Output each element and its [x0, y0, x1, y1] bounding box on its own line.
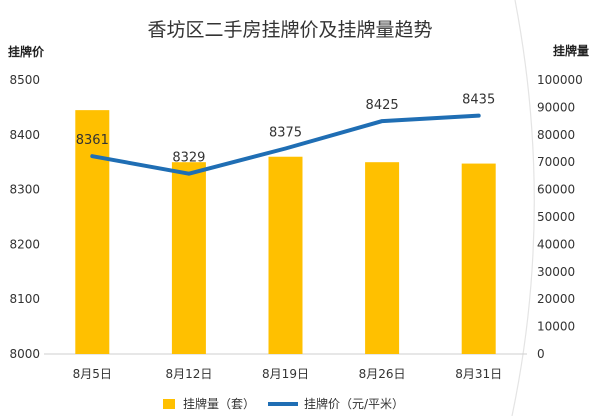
- y-right-tick-label: 30000: [537, 265, 575, 279]
- price-line: [90, 113, 481, 176]
- legend-line-label: 挂牌价（元/平米）: [304, 397, 404, 411]
- x-tick-labels: 8月5日 8月12日 8月19日 8月26日 8月31日: [73, 367, 502, 381]
- decorative-arc: [511, 0, 535, 416]
- x-tick-label: 8月31日: [455, 367, 502, 381]
- bar: [365, 162, 400, 354]
- x-tick-label: 8月12日: [165, 367, 212, 381]
- y-right-tick-label: 80000: [537, 128, 575, 142]
- data-label: 8425: [366, 98, 399, 113]
- y-left-tick-label: 8400: [9, 128, 40, 142]
- legend-bar-swatch: [163, 399, 175, 409]
- y-right-tick-label: 100000: [537, 73, 583, 87]
- legend: 挂牌量（套） 挂牌价（元/平米）: [163, 397, 404, 411]
- y-left-tick-label: 8300: [9, 183, 40, 197]
- chart-title: 香坊区二手房挂牌价及挂牌量趋势: [147, 19, 432, 41]
- bar-series: [75, 110, 496, 354]
- data-label: 8375: [269, 126, 302, 141]
- y-left-axis-label: 挂牌价: [8, 44, 45, 59]
- y-right-tick-label: 10000: [537, 320, 575, 334]
- y-right-tick-labels: 0 10000 20000 30000 40000 50000 60000 70000 8000…: [537, 73, 583, 361]
- y-right-tick-label: 40000: [537, 237, 575, 251]
- line-series: 8361 8329 8375 8425 8435: [76, 93, 495, 176]
- y-right-tick-label: 0: [537, 347, 545, 361]
- x-tick-label: 8月5日: [73, 367, 112, 381]
- y-right-tick-label: 60000: [537, 183, 575, 197]
- legend-bar-label: 挂牌量（套）: [183, 397, 255, 411]
- bar: [171, 162, 206, 354]
- y-right-tick-label: 50000: [537, 210, 575, 224]
- bar: [461, 163, 496, 354]
- data-label: 8435: [462, 93, 495, 108]
- data-label: 8329: [172, 151, 205, 166]
- bar: [75, 110, 110, 354]
- x-tick-label: 8月26日: [359, 367, 406, 381]
- y-right-axis-label: 挂牌量: [553, 43, 589, 58]
- y-right-tick-label: 70000: [537, 155, 575, 169]
- data-label: 8361: [76, 133, 109, 148]
- y-left-tick-label: 8100: [9, 292, 40, 306]
- bar: [268, 156, 303, 354]
- x-tick-label: 8月19日: [262, 367, 309, 381]
- y-right-tick-label: 20000: [537, 292, 575, 306]
- y-left-tick-label: 8500: [9, 73, 40, 87]
- y-right-tick-label: 90000: [537, 100, 575, 114]
- y-left-tick-labels: 8000 8100 8200 8300 8400 8500: [9, 73, 40, 361]
- y-left-tick-label: 8000: [9, 347, 40, 361]
- y-left-tick-label: 8200: [9, 237, 40, 251]
